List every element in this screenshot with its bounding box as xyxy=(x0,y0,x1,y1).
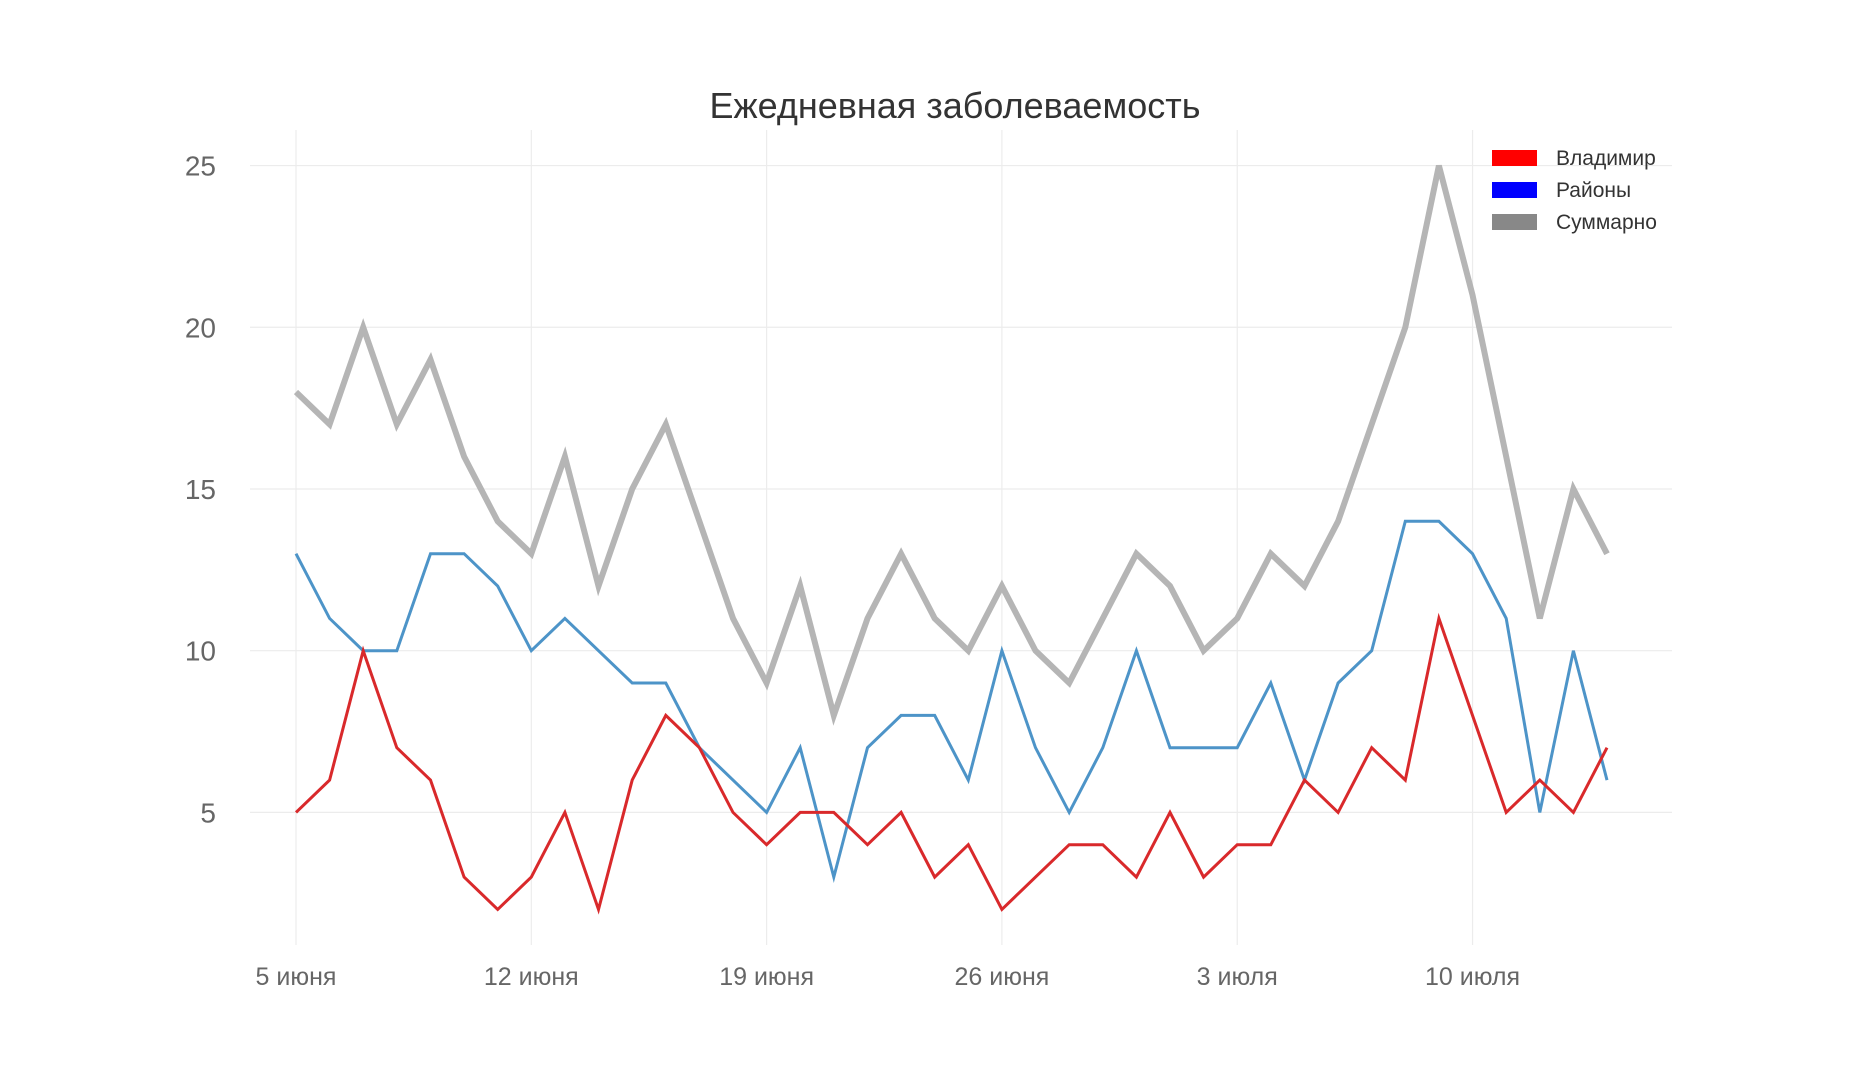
x-tick-label-1: 12 июня xyxy=(484,963,579,991)
x-tick-label-3: 26 июня xyxy=(955,963,1050,991)
series-lines xyxy=(293,164,1610,915)
y-axis-ticks: 5 10 15 20 25 xyxy=(185,151,216,829)
x-tick-label-2: 19 июня xyxy=(719,963,814,991)
series-line-districts xyxy=(294,519,1609,884)
legend-label-districts: Районы xyxy=(1556,179,1631,202)
y-tick-label-20: 20 xyxy=(185,312,216,343)
legend-label-total: Суммарно xyxy=(1556,211,1657,234)
series-line-total xyxy=(293,164,1610,726)
y-tick-label-5: 5 xyxy=(200,797,216,828)
legend: Владимир Районы Суммарно xyxy=(1492,147,1657,234)
x-tick-label-0: 5 июня xyxy=(256,963,337,991)
x-axis-ticks: 5 июня 12 июня 19 июня 26 июня 3 июля 10 июля xyxy=(256,963,1521,991)
y-tick-label-25: 25 xyxy=(185,151,216,182)
legend-label-vladimir: Владимир xyxy=(1556,147,1656,170)
legend-swatch-districts xyxy=(1492,182,1537,198)
x-tick-label-5: 10 июля xyxy=(1425,963,1520,991)
gridlines xyxy=(250,130,1672,945)
series-line-vladimir xyxy=(294,612,1609,915)
y-tick-label-10: 10 xyxy=(185,636,216,667)
x-tick-label-4: 3 июля xyxy=(1197,963,1278,991)
y-tick-label-15: 15 xyxy=(185,474,216,505)
legend-swatch-total xyxy=(1492,214,1537,230)
legend-swatch-vladimir xyxy=(1492,150,1537,166)
chart-title: Ежедневная заболеваемость xyxy=(710,85,1201,126)
